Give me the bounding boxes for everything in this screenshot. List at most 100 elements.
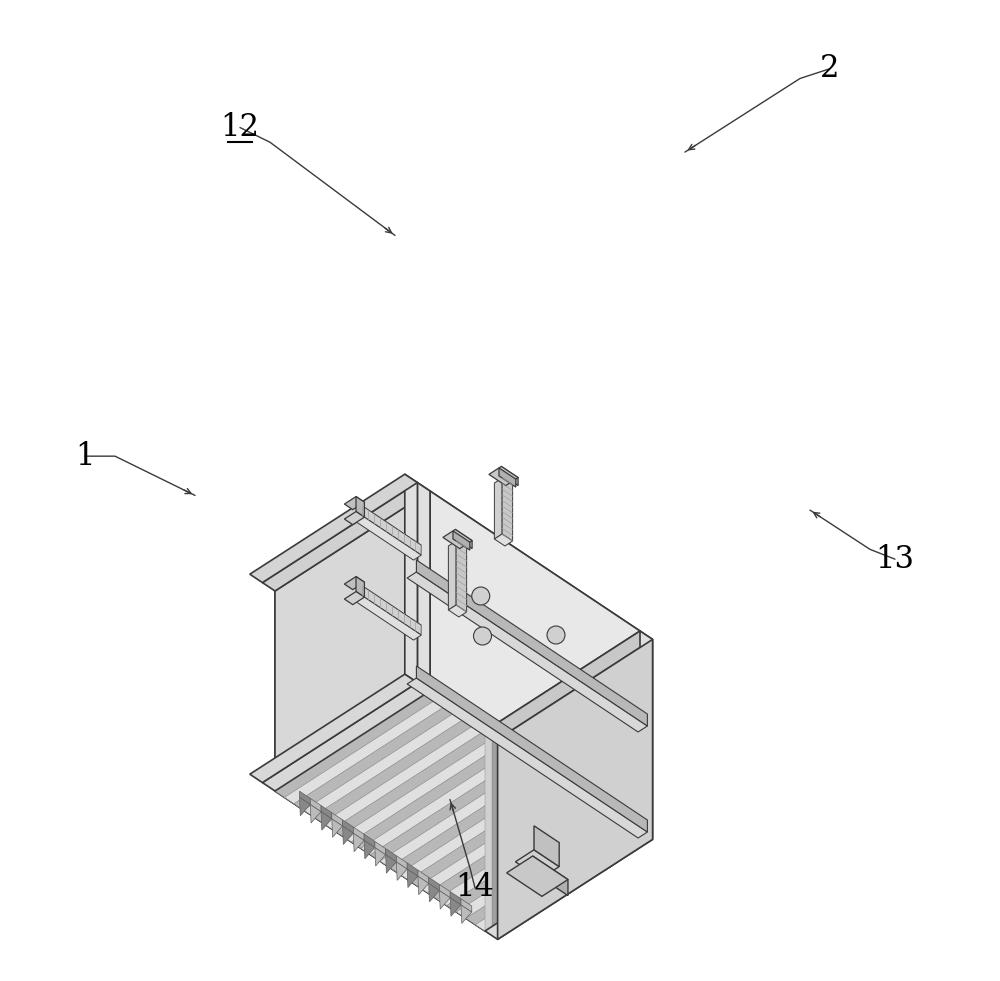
Polygon shape (416, 560, 647, 726)
Polygon shape (417, 483, 430, 691)
Polygon shape (321, 805, 332, 819)
Polygon shape (390, 767, 554, 874)
Polygon shape (275, 491, 640, 731)
Polygon shape (250, 474, 417, 583)
Polygon shape (499, 468, 516, 488)
Polygon shape (304, 710, 468, 816)
Polygon shape (407, 678, 647, 838)
Polygon shape (323, 723, 487, 829)
Polygon shape (332, 819, 343, 838)
Polygon shape (633, 631, 640, 836)
Polygon shape (541, 690, 548, 895)
Polygon shape (456, 812, 621, 918)
Polygon shape (344, 577, 364, 590)
Polygon shape (439, 885, 450, 898)
Polygon shape (386, 849, 396, 861)
Polygon shape (501, 466, 518, 486)
Polygon shape (598, 653, 605, 858)
Polygon shape (275, 691, 440, 798)
Polygon shape (498, 640, 653, 940)
Polygon shape (448, 541, 456, 610)
Polygon shape (455, 530, 472, 548)
Polygon shape (332, 812, 343, 826)
Polygon shape (250, 674, 417, 783)
Polygon shape (300, 798, 310, 816)
Polygon shape (456, 541, 467, 612)
Polygon shape (450, 892, 461, 904)
Polygon shape (520, 703, 527, 908)
Polygon shape (386, 854, 396, 873)
Polygon shape (353, 827, 364, 841)
Polygon shape (342, 736, 506, 842)
Polygon shape (485, 831, 653, 940)
Polygon shape (321, 811, 332, 830)
Polygon shape (475, 825, 640, 931)
Polygon shape (555, 681, 562, 886)
Polygon shape (262, 683, 430, 791)
Polygon shape (502, 478, 513, 541)
Polygon shape (494, 534, 513, 546)
Polygon shape (356, 577, 364, 597)
Polygon shape (513, 708, 520, 912)
Polygon shape (344, 592, 364, 604)
Polygon shape (450, 898, 461, 916)
Polygon shape (275, 491, 430, 791)
Text: 1: 1 (75, 440, 95, 472)
Polygon shape (362, 506, 421, 555)
Polygon shape (430, 491, 640, 831)
Polygon shape (399, 774, 564, 880)
Polygon shape (343, 826, 353, 845)
Circle shape (547, 626, 565, 644)
Polygon shape (466, 818, 630, 925)
Polygon shape (405, 474, 417, 683)
Polygon shape (396, 861, 407, 880)
Polygon shape (364, 841, 375, 858)
Polygon shape (527, 699, 534, 904)
Polygon shape (355, 595, 421, 640)
Polygon shape (492, 722, 499, 926)
Polygon shape (443, 530, 472, 548)
Polygon shape (453, 531, 470, 550)
Text: 13: 13 (876, 543, 914, 575)
Polygon shape (612, 645, 619, 850)
Polygon shape (506, 713, 513, 917)
Polygon shape (343, 820, 353, 833)
Polygon shape (640, 631, 653, 840)
Polygon shape (356, 496, 364, 517)
Polygon shape (448, 605, 467, 617)
Polygon shape (534, 695, 541, 900)
Polygon shape (300, 792, 310, 804)
Polygon shape (407, 572, 647, 732)
Polygon shape (262, 483, 430, 591)
Polygon shape (375, 842, 386, 854)
Polygon shape (375, 848, 386, 866)
Polygon shape (407, 869, 418, 888)
Polygon shape (362, 586, 421, 635)
Polygon shape (409, 780, 573, 887)
Polygon shape (562, 677, 570, 881)
Polygon shape (275, 691, 640, 931)
Polygon shape (515, 850, 559, 879)
Polygon shape (313, 716, 478, 823)
Polygon shape (584, 663, 591, 867)
Polygon shape (310, 804, 321, 823)
Polygon shape (548, 686, 555, 890)
Polygon shape (344, 496, 364, 510)
Polygon shape (407, 863, 418, 876)
Polygon shape (605, 649, 612, 853)
Polygon shape (361, 749, 525, 854)
Polygon shape (507, 856, 568, 897)
Text: 2: 2 (820, 53, 840, 84)
Polygon shape (396, 855, 407, 869)
Polygon shape (437, 800, 602, 905)
Polygon shape (591, 658, 598, 863)
Polygon shape (429, 883, 439, 902)
Polygon shape (577, 667, 584, 872)
Polygon shape (418, 787, 583, 893)
Polygon shape (355, 516, 421, 560)
Polygon shape (534, 826, 559, 866)
Polygon shape (494, 478, 502, 539)
Polygon shape (626, 636, 633, 840)
Polygon shape (418, 876, 429, 895)
Text: 14: 14 (456, 872, 494, 904)
